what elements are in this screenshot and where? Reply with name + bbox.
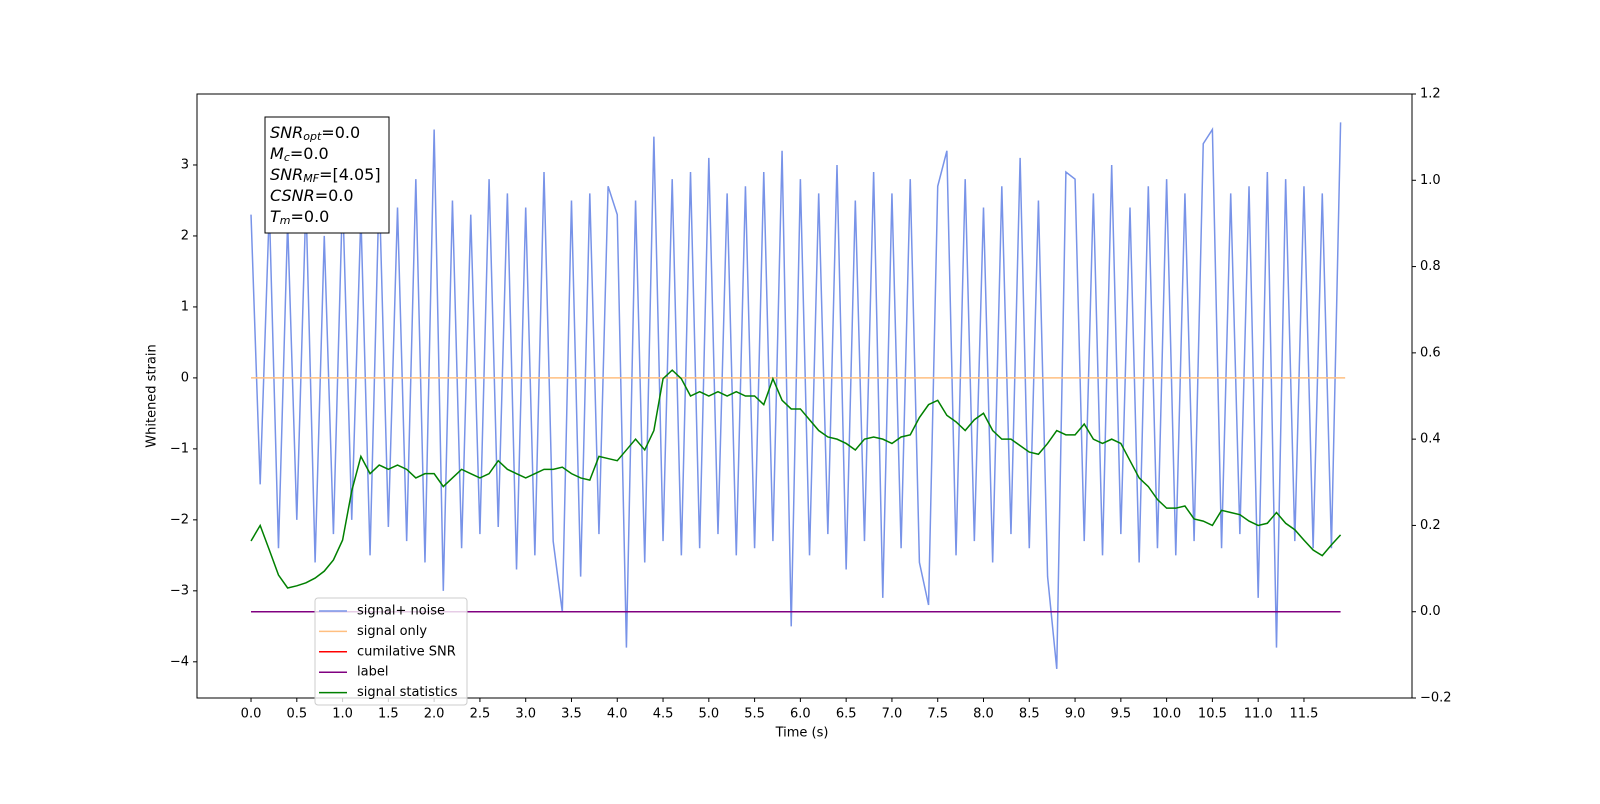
x-tick-label: 8.0	[973, 707, 994, 722]
legend-label: signal statistics	[357, 685, 458, 700]
x-tick-label: 11.0	[1244, 707, 1273, 722]
annotation-text: Tm=0.0	[270, 207, 329, 228]
legend: signal+ noise signal only cumilative SNR la…	[314, 597, 468, 706]
legend-label: signal only	[357, 624, 427, 639]
x-tick-label: 10.5	[1198, 707, 1227, 722]
annotation-value: =0.0	[321, 123, 360, 142]
y2-tick-label: 0.0	[1420, 604, 1441, 619]
annotation-box: SNRopt=0.0Mc=0.0SNRMF=[4.05]CSNR=0.0Tm=0…	[264, 116, 390, 234]
annotation-subscript: c	[284, 151, 290, 164]
x-tick-label: 0.0	[241, 707, 262, 722]
x-tick-label: 2.5	[470, 707, 491, 722]
annotation-value: =0.0	[315, 186, 354, 205]
y2-tick-label: 0.4	[1420, 432, 1441, 447]
x-tick-label: 5.0	[698, 707, 719, 722]
annotation-subscript: opt	[303, 130, 322, 143]
y-tick-label: −2	[170, 512, 189, 527]
legend-label: signal+ noise	[357, 604, 445, 619]
y2-tick-label: 0.8	[1420, 259, 1441, 274]
x-tick-label: 9.5	[1110, 707, 1131, 722]
x-tick-label: 6.0	[790, 707, 811, 722]
x-tick-label: 6.5	[836, 707, 857, 722]
x-tick-label: 7.5	[927, 707, 948, 722]
x-tick-label: 1.0	[332, 707, 353, 722]
legend-label: cumilative SNR	[357, 644, 456, 659]
x-tick-label: 10.0	[1152, 707, 1181, 722]
annotation-symbol: SNR	[270, 165, 303, 184]
annotation-symbol: T	[270, 207, 281, 226]
x-tick-label: 3.0	[515, 707, 536, 722]
annotation-value: =0.0	[291, 207, 330, 226]
annotation-symbol: M	[270, 144, 284, 163]
x-tick-label: 9.0	[1065, 707, 1086, 722]
y-tick-label: 1	[181, 299, 189, 314]
annotation-text: SNRopt=0.0	[270, 123, 360, 144]
series-line	[250, 122, 1342, 669]
legend-frame	[314, 597, 468, 706]
x-tick-label: 11.5	[1289, 707, 1318, 722]
x-tick-label: 5.5	[744, 707, 765, 722]
plot-frame	[196, 93, 1413, 699]
y-tick-label: −1	[170, 441, 189, 456]
x-axis-label: Time (s)	[775, 726, 829, 741]
y2-tick-label: 0.6	[1420, 345, 1441, 360]
annotation-text: SNRMF=[4.05]	[270, 165, 381, 186]
y-tick-label: 3	[181, 157, 189, 172]
x-tick-label: 2.0	[424, 707, 445, 722]
y2-tick-label: 0.2	[1420, 518, 1441, 533]
y-axis-label: Whitened strain	[145, 344, 160, 447]
annotation-subscript: m	[280, 214, 291, 227]
x-tick-label: 0.5	[286, 707, 307, 722]
x-tick-label: 4.5	[653, 707, 674, 722]
annotation-value: =0.0	[290, 144, 329, 163]
annotation-symbol: CSNR	[270, 186, 315, 205]
x-tick-label: 7.0	[882, 707, 903, 722]
y2-tick-label: 1.2	[1420, 87, 1441, 102]
y-tick-label: −3	[170, 583, 189, 598]
annotation-frame	[264, 116, 390, 234]
y-tick-label: 0	[181, 370, 189, 385]
annotation-text: CSNR=0.0	[270, 186, 354, 205]
annotation-text: Mc=0.0	[270, 144, 329, 165]
x-tick-label: 8.5	[1019, 707, 1040, 722]
y2-tick-label: 1.0	[1420, 173, 1441, 188]
x-tick-label: 4.0	[607, 707, 628, 722]
legend-label: label	[357, 665, 388, 680]
annotation-subscript: MF	[303, 172, 319, 185]
annotation-value: =[4.05]	[319, 165, 381, 184]
y-tick-label: −4	[170, 654, 189, 669]
x-tick-label: 3.5	[561, 707, 582, 722]
x-tick-label: 1.5	[378, 707, 399, 722]
annotation-symbol: SNR	[270, 123, 303, 142]
y2-tick-label: −0.2	[1420, 691, 1452, 706]
y-tick-label: 2	[181, 228, 189, 243]
series-line	[250, 369, 1342, 589]
